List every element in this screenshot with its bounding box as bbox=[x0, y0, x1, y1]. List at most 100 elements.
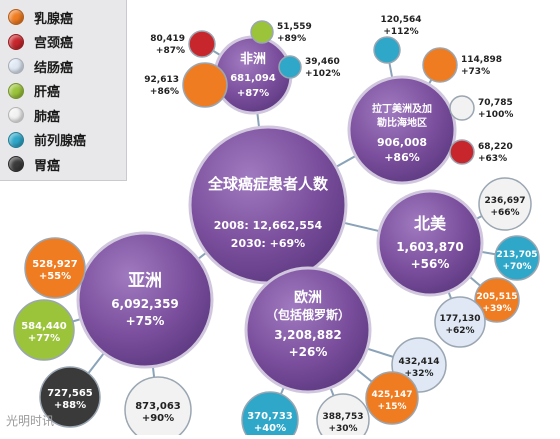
cancer-value: 236,697 bbox=[485, 196, 526, 206]
bubble-nodes: 全球癌症患者人数 2008: 12,662,554 2030: +69% 非洲 681,… bbox=[13, 15, 540, 439]
cancer-growth: +90% bbox=[142, 413, 174, 424]
region-value: 681,094 bbox=[230, 73, 276, 84]
cancer-circle bbox=[250, 20, 274, 44]
cancer-bubble: 114,898 +73% bbox=[422, 47, 502, 83]
region-name: 亚洲 bbox=[128, 271, 162, 291]
watermark: 光明时讯 bbox=[6, 414, 55, 428]
legend-label: 乳腺癌 bbox=[34, 11, 74, 27]
legend-item: 乳腺癌 bbox=[8, 6, 124, 28]
cancer-value: 727,565 bbox=[47, 388, 93, 399]
cancer-circle bbox=[188, 30, 216, 58]
legend-item: 肺癌 bbox=[8, 104, 124, 126]
cancer-value: 584,440 bbox=[21, 321, 67, 332]
legend: 乳腺癌 宫颈癌 结肠癌 肝癌 肺癌 前列腺癌 胃癌 bbox=[0, 0, 127, 181]
cancer-growth: +32% bbox=[404, 369, 433, 379]
cancer-bubble: 528,927+55% bbox=[24, 237, 86, 299]
center-title: 全球癌症患者人数 bbox=[207, 175, 329, 193]
region-growth: +75% bbox=[126, 314, 165, 328]
cancer-circle bbox=[316, 393, 370, 439]
cancer-value: 205,515 bbox=[477, 292, 518, 302]
region-bubble-europe: 欧洲（包括俄罗斯） 3,208,882 +26% bbox=[244, 266, 372, 394]
cancer-bubble: 205,515 +39% bbox=[474, 277, 520, 323]
region-circle bbox=[76, 231, 214, 369]
cancer-value: 120,564 bbox=[381, 15, 422, 25]
cancer-bubble: 388,753 +30% bbox=[316, 393, 370, 439]
cancer-value: 51,559 bbox=[277, 22, 312, 32]
legend-item: 胃癌 bbox=[8, 153, 124, 175]
cancer-value: 370,733 bbox=[247, 411, 293, 422]
cancer-value: 425,147 bbox=[372, 390, 413, 400]
region-circle bbox=[376, 189, 484, 297]
cancer-bubble: 177,130 +62% bbox=[434, 296, 486, 348]
cancer-bubble: 70,785 +100% bbox=[449, 95, 513, 121]
cancer-bubble: 370,733+40% bbox=[241, 391, 299, 439]
region-circle bbox=[244, 266, 372, 394]
cancer-value: 528,927 bbox=[32, 259, 78, 270]
cancer-growth: +63% bbox=[478, 154, 507, 164]
cancer-bubble: 425,147 +15% bbox=[365, 371, 419, 425]
region-value: 6,092,359 bbox=[111, 297, 179, 311]
cancer-growth: +66% bbox=[490, 208, 519, 218]
cancer-circle bbox=[365, 371, 419, 425]
cancer-circle bbox=[434, 296, 486, 348]
legend-item: 宫颈癌 bbox=[8, 31, 124, 53]
cancer-value: 39,460 bbox=[305, 57, 340, 67]
cancer-bubble: 584,440+77% bbox=[13, 299, 75, 361]
cancer-growth: +86% bbox=[150, 87, 179, 97]
cancer-circle bbox=[373, 36, 401, 64]
cancer-growth: +15% bbox=[377, 402, 406, 412]
region-value: 1,603,870 bbox=[396, 240, 464, 254]
legend-item: 前列腺癌 bbox=[8, 129, 124, 151]
region-bubble-asia: 亚洲 6,092,359 +75% bbox=[76, 231, 214, 369]
center-line2: 2030: +69% bbox=[231, 237, 305, 250]
cancer-circle bbox=[24, 237, 86, 299]
legend-swatch bbox=[8, 58, 24, 74]
cancer-value: 70,785 bbox=[478, 98, 513, 108]
region-name-2: 勒比海地区 bbox=[377, 116, 427, 129]
cancer-growth: +112% bbox=[383, 27, 418, 37]
center-circle bbox=[188, 125, 348, 285]
region-name: 拉丁美洲及加 bbox=[372, 102, 432, 115]
cancer-bubble: 213,705 +70% bbox=[494, 235, 540, 281]
legend-label: 胃癌 bbox=[34, 158, 61, 174]
cancer-circle bbox=[278, 55, 302, 79]
cancer-value: 873,063 bbox=[135, 401, 181, 412]
cancer-value: 114,898 bbox=[461, 55, 502, 65]
cancer-value: 432,414 bbox=[399, 357, 440, 367]
cancer-growth: +70% bbox=[502, 262, 531, 272]
cancer-circle bbox=[474, 277, 520, 323]
region-growth: +86% bbox=[384, 151, 420, 164]
legend-swatch bbox=[8, 156, 24, 172]
cancer-value: 80,419 bbox=[150, 34, 185, 44]
cancer-bubble: 92,613 +86% bbox=[144, 62, 228, 108]
cancer-circle bbox=[422, 47, 458, 83]
legend-label: 肺癌 bbox=[34, 109, 61, 125]
cancer-value: 177,130 bbox=[440, 314, 481, 324]
cancer-growth: +55% bbox=[39, 271, 71, 282]
cancer-growth: +30% bbox=[328, 424, 357, 434]
cancer-bubble: 39,460 +102% bbox=[278, 55, 340, 79]
region-growth: +56% bbox=[411, 257, 450, 271]
cancer-value: 68,220 bbox=[478, 142, 513, 152]
cancer-circle bbox=[182, 62, 228, 108]
region-bubble-africa: 非洲 681,094 +87% bbox=[213, 35, 293, 115]
cancer-growth: +40% bbox=[254, 423, 286, 434]
cancer-circle bbox=[449, 95, 475, 121]
region-growth: +87% bbox=[237, 88, 269, 99]
cancer-circle bbox=[494, 235, 540, 281]
legend-label: 前列腺癌 bbox=[34, 134, 87, 149]
region-growth: +26% bbox=[289, 345, 328, 359]
cancer-bubble: 80,419 +87% bbox=[150, 30, 216, 58]
region-name-2: （包括俄罗斯） bbox=[266, 307, 350, 322]
region-name: 欧洲 bbox=[294, 289, 322, 306]
legend-label: 宫颈癌 bbox=[34, 36, 74, 51]
cancer-bubble: 873,063+90% bbox=[124, 376, 192, 439]
cancer-circle bbox=[124, 376, 192, 439]
legend-item: 结肠癌 bbox=[8, 55, 124, 77]
cancer-growth: +77% bbox=[28, 333, 60, 344]
cancer-growth: +89% bbox=[277, 34, 306, 44]
cancer-growth: +87% bbox=[156, 46, 185, 56]
center-line1: 2008: 12,662,554 bbox=[214, 219, 323, 232]
